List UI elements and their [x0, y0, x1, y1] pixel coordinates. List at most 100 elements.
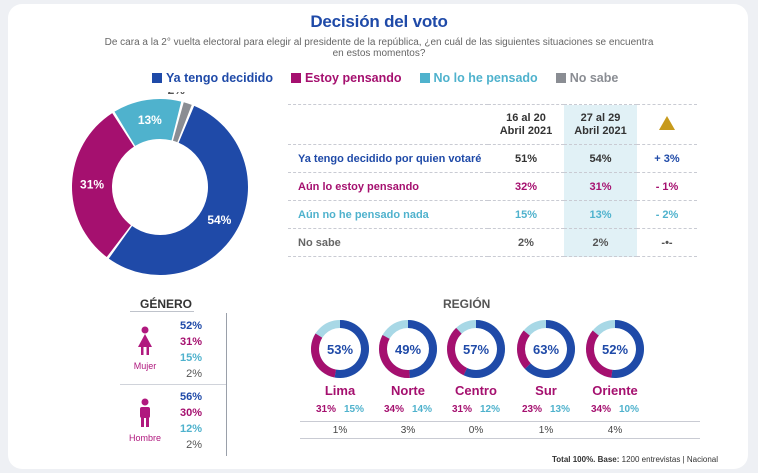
table-header-row: 16 al 20 Abril 2021 27 al 29 Abril 2021 [288, 104, 697, 145]
donut-slice [108, 105, 248, 275]
row-value-1: 15% [488, 200, 564, 229]
row-value-2: 2% [564, 228, 637, 257]
footer-text: 1200 entrevistas | Nacional [619, 455, 718, 464]
region-ring-segment [524, 320, 575, 378]
region-no-pensado: 10% [619, 404, 640, 415]
footer-note: Total 100%. Base: 1200 entrevistas | Nac… [552, 455, 718, 464]
region-no-pensado: 12% [480, 404, 501, 415]
legend-swatch [290, 73, 301, 83]
row-value-2: 31% [564, 172, 637, 201]
region-no-pensado: 15% [344, 404, 365, 415]
gender-title: GÉNERO [140, 297, 193, 311]
region-values: 34% 14% [373, 404, 443, 415]
row-value-2: 54% [564, 144, 637, 173]
region-ring-segment [517, 330, 531, 369]
donut-slice-label: 31% [80, 177, 104, 191]
region-ring-segment [463, 320, 505, 378]
gender-value: 31% [179, 336, 202, 348]
female-icon [138, 326, 152, 355]
row-diff: -•- [637, 228, 697, 257]
table-header-blank [288, 104, 488, 145]
gender-divider [120, 384, 226, 385]
legend-item-pensando: Estoy pensando [290, 71, 402, 85]
donut-slice [172, 102, 192, 143]
legend-item-decidido: Ya tengo decidido [152, 71, 273, 85]
region-no-sabe: 3% [400, 425, 416, 436]
donut-slice [72, 113, 134, 258]
row-value-1: 51% [488, 144, 564, 173]
legend-item-no-sabe: No sabe [555, 71, 619, 85]
region-ring-segment [611, 320, 644, 378]
chart-title: Decisión del voto [310, 12, 448, 31]
legend: Ya tengo decidido Estoy pensando No lo h… [152, 70, 618, 86]
legend-label: Estoy pensando [304, 71, 402, 85]
region-ring-segment [311, 333, 337, 378]
table-row: Ya tengo decidido por quien votaré 51% 5… [288, 144, 697, 173]
region-pensando: 23% [521, 404, 542, 415]
region-name: Centro [455, 383, 497, 398]
gender-values-mujer: 52% 31% 15% 2% [162, 318, 202, 382]
region-decided-label: 53% [327, 342, 353, 357]
gender-value: 56% [179, 391, 202, 403]
region-ring-segment [379, 335, 410, 378]
row-value-1: 2% [488, 228, 564, 257]
region-name: Sur [535, 383, 557, 398]
donut-chart: 54% 31% 13% 2% [72, 92, 248, 275]
table-row: No sabe 2% 2% -•- [288, 228, 697, 257]
table-row: Aún no he pensado nada 15% 13% - 2% [288, 200, 697, 229]
row-value-2: 13% [564, 200, 637, 229]
gender-label-mujer: Mujer [133, 361, 157, 371]
region-values: 23% 13% [511, 404, 581, 415]
comparison-table: 16 al 20 Abril 2021 27 al 29 Abril 2021 … [288, 104, 697, 257]
region-ring-segment [447, 327, 468, 376]
row-label: Ya tengo decidido por quien votaré [288, 144, 488, 173]
donut-slice-label: 54% [207, 213, 231, 227]
gender-value: 2% [186, 368, 202, 380]
region-divider [300, 421, 700, 422]
region-no-pensado: 14% [412, 404, 433, 415]
region-ring-segment [408, 320, 437, 378]
section-divider [226, 313, 227, 456]
region-decided-label: 63% [533, 342, 559, 357]
region-name: Norte [391, 383, 425, 398]
gender-value: 52% [179, 320, 202, 332]
table-row: Aún lo estoy pensando 32% 31% - 1% [288, 172, 697, 201]
chart-subtitle: De cara a la 2° vuelta electoral para el… [104, 37, 654, 59]
region-donuts: 53% 49% 57% 63% 52% [311, 320, 644, 378]
region-ring-segment [334, 320, 369, 378]
region-title: REGIÓN [443, 297, 491, 311]
legend-label: No sabe [569, 71, 619, 85]
region-no-pensado: 13% [550, 404, 571, 415]
row-label: Aún no he pensado nada [288, 200, 488, 229]
row-value-1: 32% [488, 172, 564, 201]
region-pensando: 34% [383, 404, 404, 415]
donut-slice-label: 2% [168, 92, 186, 97]
region-name: Lima [324, 383, 356, 398]
legend-swatch [419, 73, 430, 83]
legend-item-no-pensado: No lo he pensado [419, 71, 538, 85]
legend-swatch [555, 73, 566, 83]
gender-value: 30% [179, 407, 202, 419]
region-divider-bottom [300, 438, 700, 439]
row-diff: - 1% [637, 172, 697, 201]
legend-label: Ya tengo decidido [166, 71, 273, 85]
row-diff: - 2% [637, 200, 697, 229]
table-header-period-1: 16 al 20 Abril 2021 [488, 104, 564, 145]
gender-value: 2% [186, 439, 202, 451]
region-no-sabe: 0% [468, 425, 484, 436]
gender-values-hombre: 56% 30% 12% 2% [162, 389, 202, 453]
donut-slice-label: 13% [138, 113, 162, 127]
region-values: 34% 10% [580, 404, 650, 415]
region-pensando: 31% [315, 404, 336, 415]
region-decided-label: 49% [395, 342, 421, 357]
donut-slice [114, 99, 182, 146]
row-diff: + 3% [637, 144, 697, 173]
region-pensando: 31% [451, 404, 472, 415]
region-values: 31% 12% [441, 404, 511, 415]
gender-value: 15% [179, 352, 202, 364]
region-pensando: 34% [590, 404, 611, 415]
table-header-period-2: 27 al 29 Abril 2021 [564, 104, 637, 145]
gender-value: 12% [179, 423, 202, 435]
gender-title-underline [130, 311, 194, 312]
region-no-sabe: 4% [607, 425, 623, 436]
